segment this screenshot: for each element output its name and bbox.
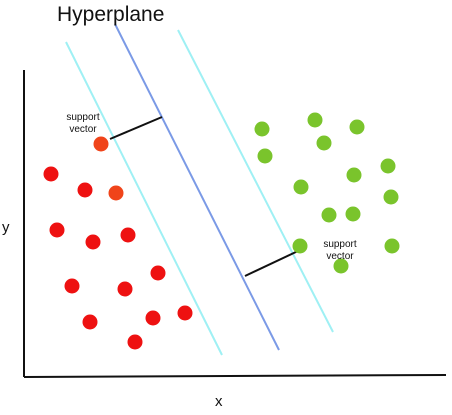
x-axis-label: x bbox=[215, 393, 223, 410]
green-point bbox=[345, 206, 361, 222]
green-point bbox=[293, 179, 309, 195]
red-point bbox=[177, 305, 193, 321]
red-point bbox=[49, 222, 65, 238]
red-point bbox=[64, 278, 80, 294]
support-vector-label-top-line1: support bbox=[66, 112, 100, 123]
red-point bbox=[117, 281, 133, 297]
support-distance-line-top bbox=[109, 116, 163, 140]
green-point bbox=[383, 189, 399, 205]
margin-line-right bbox=[177, 29, 334, 333]
green-point bbox=[257, 148, 273, 164]
red-point bbox=[82, 314, 98, 330]
green-point bbox=[307, 112, 323, 128]
y-axis-label: y bbox=[2, 219, 10, 236]
red-point bbox=[85, 234, 101, 250]
data-points bbox=[43, 112, 400, 350]
hyperplane-line bbox=[114, 23, 280, 351]
red-point bbox=[77, 182, 93, 198]
support-vector-label-top-line2: vector bbox=[69, 124, 97, 135]
green-point bbox=[346, 167, 362, 183]
green-point bbox=[333, 258, 349, 274]
red-support-vector-point bbox=[108, 185, 124, 201]
margin-line-left bbox=[65, 41, 223, 356]
green-point bbox=[349, 119, 365, 135]
red-point bbox=[127, 334, 143, 350]
support-distance-line-bottom bbox=[244, 250, 299, 277]
green-point bbox=[380, 158, 396, 174]
green-point bbox=[316, 135, 332, 151]
support-vector-label-bottom-line2: vector bbox=[326, 251, 354, 262]
green-point bbox=[384, 238, 400, 254]
red-point bbox=[120, 227, 136, 243]
green-point bbox=[254, 121, 270, 137]
green-support-vector-point bbox=[292, 238, 308, 254]
chart-title: Hyperplane bbox=[57, 3, 164, 26]
support-vector-label-bottom-line1: support bbox=[323, 239, 357, 250]
red-point bbox=[150, 265, 166, 281]
red-point bbox=[43, 166, 59, 182]
green-point bbox=[321, 207, 337, 223]
red-point bbox=[145, 310, 161, 326]
x-axis bbox=[23, 374, 447, 378]
red-support-vector-point bbox=[93, 136, 109, 152]
